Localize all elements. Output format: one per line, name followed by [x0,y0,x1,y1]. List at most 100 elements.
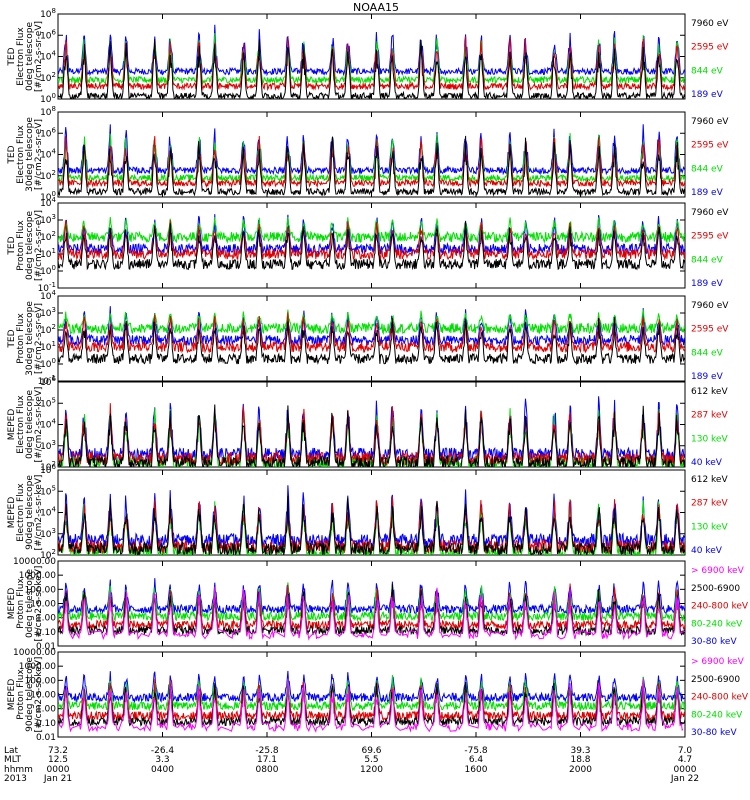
y-tick-label: 0.10 [36,628,56,638]
series-line-green [58,216,685,244]
y-axis-label: TEDElectron Flux30deg telescope[#/cm2-s-… [7,117,44,192]
legend-entry: 844 eV [691,348,724,358]
series-line-red [58,220,685,262]
time-tick-label: 3.3 [155,755,169,765]
series-group [58,306,685,366]
time-row-label: MLT [4,755,22,765]
time-tick-label: 69.6 [361,746,381,756]
y-tick-label: 108 [40,105,56,118]
legend-entry: 40 keV [691,546,723,556]
series-group [58,396,685,467]
legend-entry: 7960 eV [691,301,729,311]
legend-entry: 844 eV [691,66,724,76]
series-line-blue [58,396,685,463]
panel-frame [57,295,686,382]
legend-entry: > 6900 keV [691,657,745,667]
legend-entry: 130 keV [691,434,728,444]
legend-entry: 7960 eV [691,208,729,218]
time-tick-label: 0800 [256,765,279,775]
time-tick-label: 4.7 [678,755,692,765]
y-tick-label: 100.00 [25,585,57,595]
time-tick-label: 5.5 [364,755,378,765]
time-tick-label: 0400 [151,765,174,775]
legend-entry: 189 eV [691,188,724,198]
series-line-red [58,36,685,92]
time-tick-label: 39.3 [570,746,590,756]
time-tick-label: 73.2 [48,746,68,756]
y-axis-label: MEPEDElectron Flux90deg telescope[#/cm2-… [7,475,44,551]
time-tick-label: 17.1 [257,755,277,765]
series-line-black [58,495,685,555]
time-tick-label: 18.8 [570,755,590,765]
y-tick-label: 1.00 [36,614,56,624]
series-line-green [58,674,685,712]
time-row-label: Lat [4,746,19,756]
time-tick-label: -75.8 [464,746,488,756]
y-tick-label: 0.01 [36,642,56,652]
time-row-label: 2013 [4,774,27,784]
legend-entry: 2595 eV [691,43,729,53]
y-tick-label: 0.10 [36,719,56,729]
legend-entry: 612 keV [691,387,728,397]
series-line-blue [58,670,685,704]
legend-entry: 130 keV [691,522,728,532]
y-tick-label: 1000.00 [19,571,56,581]
series-line-black [58,404,685,467]
y-axis-label: TEDProton Flux30deg telescope[#/cm2-s-sr… [7,301,44,376]
y-tick-label: 10.00 [30,600,56,610]
time-row-label: hhmm [4,765,33,775]
legend-entry: 80-240 keV [691,619,743,629]
time-tick-label: 0000 [674,765,697,775]
panel-meped-proton-90deg: 0.01 0.10 1.00 10.00 100.00 1000.00 10000.00ME… [7,648,749,743]
series-line-black [58,680,685,728]
legend-entry: 2500-6900 [691,584,740,594]
series-line-magenta [61,586,685,641]
y-tick-label: 10.00 [30,691,56,701]
y-tick-label: 10000.00 [13,648,56,658]
legend-entry: 40 keV [691,458,723,468]
legend-entry: 7960 eV [691,117,729,127]
series-line-blue [58,306,685,347]
series-line-green [58,309,685,336]
legend-entry: 30-80 keV [691,637,737,647]
y-axis-label: TEDProton Flux0deg telescope[#/cm2-s-sr-… [7,210,44,281]
legend-entry: > 6900 keV [691,566,745,576]
series-group [58,124,685,197]
series-line-red [58,135,685,189]
panel-meped-proton-0deg: 0.01 0.10 1.00 10.00 100.00 1000.00 10000.00ME… [7,557,749,652]
y-axis-label: MEPEDProton Flux90deg telescope[#/cm2-s-… [7,657,44,733]
y-tick-label: 1000.00 [19,662,56,672]
series-line-black [58,317,685,366]
legend-entry: 287 keV [691,499,728,509]
legend-entry: 80-240 keV [691,710,743,720]
series-line-black [58,584,685,637]
legend-entry: 30-80 keV [691,728,737,738]
time-tick-label: -26.4 [151,746,175,756]
y-tick-label: 0.01 [36,733,56,743]
series-line-green [58,582,685,623]
series-group [58,485,685,555]
series-line-black [58,220,685,271]
legend-entry: 2595 eV [691,325,729,335]
series-line-black [58,39,685,99]
series-line-blue [58,24,685,77]
y-tick-label: 108 [40,7,56,20]
time-tick-label: Jan 22 [670,774,699,784]
time-tick-label: 1600 [465,765,488,775]
series-line-blue [58,214,685,256]
series-line-red [58,496,685,555]
y-axis-label: MEPEDProton Flux0deg telescope[#/cm2-s-s… [7,566,44,642]
legend-entry: 240-800 keV [691,693,749,703]
time-tick-label: 7.0 [678,746,693,756]
series-line-magenta [58,678,684,733]
time-tick-label: 2000 [569,765,592,775]
chart-title: NOAA15 [353,1,399,14]
legend-entry: 240-800 keV [691,602,749,612]
legend-entry: 2500-6900 [691,675,740,685]
y-tick-label: 100.00 [25,676,57,686]
